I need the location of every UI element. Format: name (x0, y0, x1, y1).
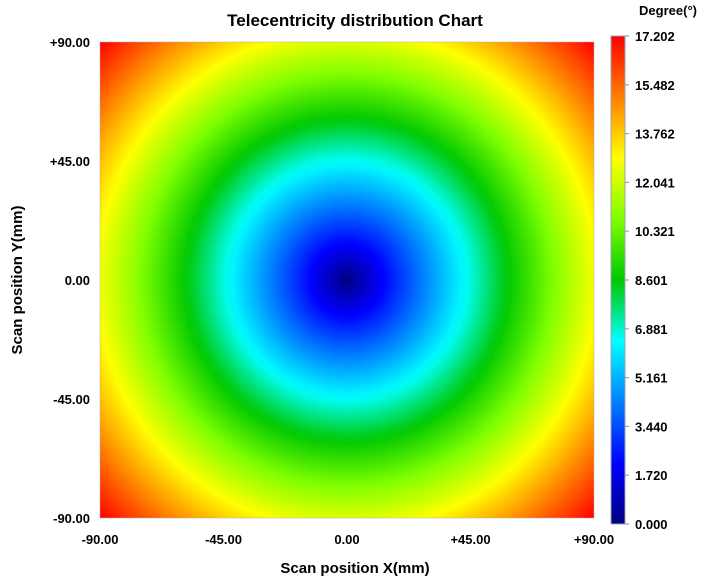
x-tick-label: 0.00 (334, 532, 359, 547)
colorbar-tick-label: 8.601 (635, 273, 668, 288)
colorbar-tick-label: 10.321 (635, 224, 675, 239)
y-axis-ticks: +90.00 +45.00 0.00 -45.00 -90.00 (50, 35, 90, 526)
y-tick-label: +45.00 (50, 154, 90, 169)
colorbar-tick-label: 0.000 (635, 517, 668, 532)
heatmap-plot-area (100, 42, 594, 518)
x-tick-label: -45.00 (205, 532, 242, 547)
x-tick-label: +45.00 (450, 532, 490, 547)
y-axis-label: Scan position Y(mm) (9, 206, 26, 355)
colorbar-tick-label: 12.041 (635, 175, 675, 190)
x-tick-label: -90.00 (82, 532, 119, 547)
x-axis-ticks: -90.00 -45.00 0.00 +45.00 +90.00 (82, 532, 615, 547)
colorbar-tick-label: 13.762 (635, 127, 675, 142)
colorbar-tick-label: 17.202 (635, 29, 675, 44)
colorbar-tick-label: 3.440 (635, 419, 668, 434)
y-tick-label: -90.00 (53, 511, 90, 526)
colorbar-ticks: 17.202 15.482 13.762 12.041 10.321 8.601 6.881… (625, 29, 675, 532)
x-axis-label: Scan position X(mm) (280, 560, 429, 577)
heatmap-field (100, 42, 594, 518)
colorbar-tick-label: 1.720 (635, 468, 668, 483)
y-tick-label: 0.00 (65, 273, 90, 288)
plot-frame (99, 41, 595, 519)
colorbar-gradient (611, 36, 625, 524)
y-tick-label: +90.00 (50, 35, 90, 50)
x-tick-label: +90.00 (574, 532, 614, 547)
colorbar-label: Degree(°) (639, 3, 697, 18)
chart-title: Telecentricity distribution Chart (227, 11, 483, 30)
colorbar-tick-label: 5.161 (635, 371, 668, 386)
colorbar-tick-label: 6.881 (635, 322, 668, 337)
colorbar (610, 35, 626, 525)
y-tick-label: -45.00 (53, 392, 90, 407)
colorbar-tick-label: 15.482 (635, 78, 675, 93)
